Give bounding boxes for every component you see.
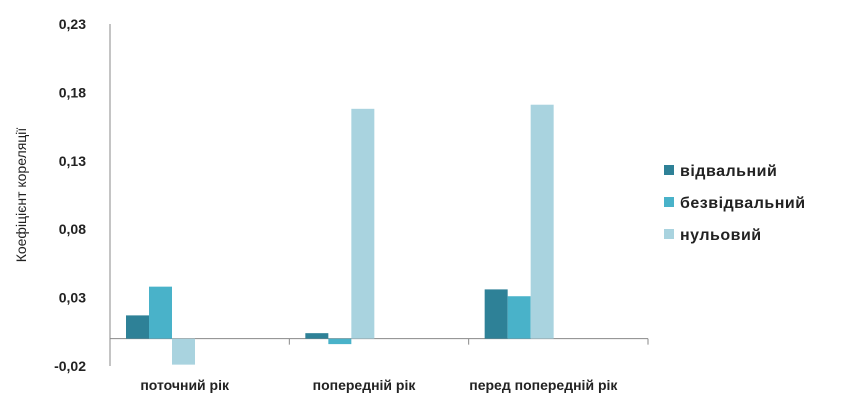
y-tick-labels: -0,02 0,03 0,08 0,13 0,18 0,23 [54,16,86,374]
category-labels: поточний рік попередній рік перед попередн… [140,377,618,393]
y-tick-label: -0,02 [54,358,86,374]
legend-label: нульовий [680,227,762,244]
y-tick-label: 0,23 [59,16,86,32]
bar-нульовий-попередній рік [351,108,375,339]
x-category-label: поточний рік [140,377,230,393]
legend-label: відвальний [680,163,777,180]
bars [126,104,554,365]
bar-відвальний-попередній рік [305,333,329,339]
y-tick-label: 0,18 [59,84,86,100]
bar-відвальний-перед попередній рік [484,289,508,339]
y-axis-title-group: Коефіцієнт кореляції [13,128,29,263]
legend-swatch [664,229,674,239]
x-category-label: перед попередній рік [469,377,618,393]
bar-безвідвальний-поточний рік [149,286,172,339]
bar-нульовий-поточний рік [172,338,195,365]
legend-label: безвідвальний [680,195,806,212]
legend-swatch [664,165,674,175]
y-tick-label: 0,08 [59,221,86,237]
bar-безвідвальний-перед попередній рік [507,296,531,339]
y-tick-label: 0,03 [59,290,86,306]
axes [109,24,649,366]
y-axis-title: Коефіцієнт кореляції [13,128,29,263]
bar-нульовий-перед попередній рік [530,104,554,339]
bar-безвідвальний-попередній рік [328,338,352,345]
x-category-label: попередній рік [313,377,417,393]
y-tick-label: 0,13 [59,153,86,169]
legend: відвальний безвідвальний нульовий [664,163,806,244]
legend-swatch [664,197,674,207]
bar-відвальний-поточний рік [126,315,149,339]
